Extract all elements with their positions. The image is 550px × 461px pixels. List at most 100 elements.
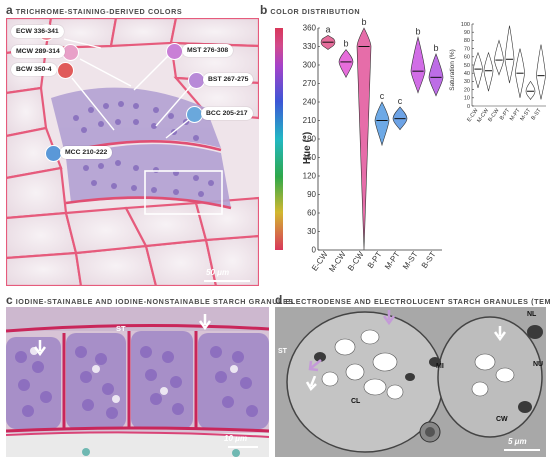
hue-violin-m-cw xyxy=(338,49,354,79)
nl-label: NL xyxy=(527,311,537,318)
iodine-image xyxy=(6,307,269,457)
scale-label-c: 10 μm xyxy=(224,434,248,443)
purple-arrow-icon xyxy=(308,359,322,372)
callout-bst: BST 267-275 xyxy=(203,73,254,86)
trichrome-image xyxy=(6,18,259,286)
sat-y-tick-label: 70 xyxy=(464,46,470,52)
scale-bar-c xyxy=(228,446,258,448)
bcw-dot-icon xyxy=(57,62,74,79)
mi-label: MI xyxy=(436,363,444,370)
st-label-c: ST xyxy=(116,324,126,333)
scale-label-a: 50 μm xyxy=(206,268,230,277)
callout-ecw: ECW 336-341 xyxy=(11,25,64,38)
tem-image xyxy=(275,307,546,457)
hue-violin-b-cw xyxy=(356,27,372,251)
hue-y-tick-label: 210 xyxy=(303,116,317,125)
sat-y-tick-label: 20 xyxy=(464,87,470,93)
hue-x-tick-label: M-ST xyxy=(401,250,420,271)
hue-y-tick-label: 180 xyxy=(303,135,317,144)
sat-y-tick-label: 0 xyxy=(467,104,470,110)
hue-x-tick-label: B-ST xyxy=(420,250,438,270)
sat-violin-b-st xyxy=(536,44,546,100)
sat-violin-m-st xyxy=(525,80,536,101)
sat-y-tick-label: 50 xyxy=(464,63,470,69)
arrow-down-icon xyxy=(198,314,212,331)
cl-label: CL xyxy=(351,398,361,405)
sat-violin-b-pt xyxy=(504,25,515,84)
sat-y-tick-label: 30 xyxy=(464,79,470,85)
callout-mst: MST 276-308 xyxy=(182,44,234,57)
hue-x-tick-label: B-PT xyxy=(366,250,384,270)
hue-violin-b-pt xyxy=(374,101,390,147)
hue-violin-m-st xyxy=(410,36,426,94)
mst-dot-icon xyxy=(166,43,183,60)
sat-y-axis-label: Saturation (%) xyxy=(449,49,456,91)
arrow-down-icon xyxy=(33,340,47,357)
sat-x-tick-label: B-ST xyxy=(531,107,543,121)
hue-sig-letter: c xyxy=(398,96,403,106)
sat-y-tick-label: 60 xyxy=(464,55,470,61)
sat-y-tick-label: 90 xyxy=(464,30,470,36)
arrow-down-icon xyxy=(305,376,317,392)
panel-d-title: d ELECTRODENSE AND ELECTROLUCENT STARCH G… xyxy=(275,293,550,307)
hue-y-tick-label: 240 xyxy=(303,98,317,107)
hue-x-tick-label: M-CW xyxy=(327,250,348,274)
scale-bar-d xyxy=(504,449,540,451)
hue-violin-b-st xyxy=(428,53,444,97)
sat-violin-b-cw xyxy=(494,39,504,76)
panel-c-letter: c xyxy=(6,293,13,307)
panel-a-title-text: TRICHROME-STAINING-DERIVED COLORS xyxy=(15,7,183,16)
scale-bar-a xyxy=(204,280,250,282)
hue-color-scale xyxy=(275,28,283,250)
hue-sig-letter: b xyxy=(433,43,438,53)
purple-arrow-icon xyxy=(382,310,396,326)
callout-bcc: BCC 205-217 xyxy=(201,107,253,120)
hue-sig-letter: c xyxy=(380,91,385,101)
hue-x-tick-label: M-PT xyxy=(383,250,402,271)
sat-x-tick-label: M-ST xyxy=(520,107,533,122)
hue-y-tick-label: 0 xyxy=(312,246,317,255)
hue-y-tick-label: 150 xyxy=(303,153,317,162)
hue-y-tick-label: 300 xyxy=(303,61,317,70)
hue-y-tick-label: 30 xyxy=(307,227,316,236)
sat-y-tick-label: 100 xyxy=(461,22,470,28)
hue-sig-letter: b xyxy=(415,26,420,36)
hue-y-tick-label: 90 xyxy=(307,190,316,199)
hue-y-axis-label: Hue (°) xyxy=(302,132,313,164)
panel-d-title-text: ELECTRODENSE AND ELECTROLUCENT STARCH GR… xyxy=(285,297,550,306)
hue-sig-letter: a xyxy=(325,24,330,34)
st-label-d: ST xyxy=(278,348,287,355)
sat-x-tick-label: B-CW xyxy=(487,107,501,123)
callout-mcw: MCW 289-314 xyxy=(11,45,65,58)
hue-y-tick-label: 120 xyxy=(303,172,317,181)
panel-b-letter: b xyxy=(260,3,268,17)
sat-y-tick-label: 10 xyxy=(464,96,470,102)
arrow-down-icon xyxy=(493,326,507,342)
panel-b-title: b COLOR DISTRIBUTION xyxy=(260,3,360,17)
hue-sig-letter: b xyxy=(343,39,348,49)
trichrome-micrograph xyxy=(6,18,259,286)
sat-y-tick-label: 80 xyxy=(464,38,470,44)
sat-y-tick-label: 40 xyxy=(464,71,470,77)
panel-a-letter: a xyxy=(6,3,13,17)
panel-c-title-text: IODINE-STAINABLE AND IODINE-NONSTAINABLE… xyxy=(15,297,294,306)
hue-x-tick-label: B-CW xyxy=(346,250,366,273)
panel-b-title-text: COLOR DISTRIBUTION xyxy=(270,7,361,16)
nu-label: NU xyxy=(533,361,544,368)
panel-d-letter: d xyxy=(275,293,283,307)
hue-y-tick-label: 360 xyxy=(303,24,317,33)
hue-y-tick-label: 270 xyxy=(303,79,317,88)
scale-label-d: 5 μm xyxy=(508,437,527,446)
callout-mcc: MCC 210-222 xyxy=(60,146,113,159)
sat-violin-m-cw xyxy=(483,51,494,92)
hue-y-tick-label: 330 xyxy=(303,42,317,51)
callout-bcw: BCW 350-4 xyxy=(11,63,57,76)
hue-y-tick-label: 60 xyxy=(307,209,316,218)
hue-violin-chart: 0 30 60 90 120 150 180 210 240 270 300 330 360 Hue (… xyxy=(275,18,444,274)
hue-sig-letter: b xyxy=(361,18,366,27)
sat-violin-e-cw xyxy=(473,51,483,89)
panel-c-title: c IODINE-STAINABLE AND IODINE-NONSTAINABL… xyxy=(6,293,294,307)
cw-label: CW xyxy=(496,416,508,423)
iodine-micrograph xyxy=(6,307,269,457)
